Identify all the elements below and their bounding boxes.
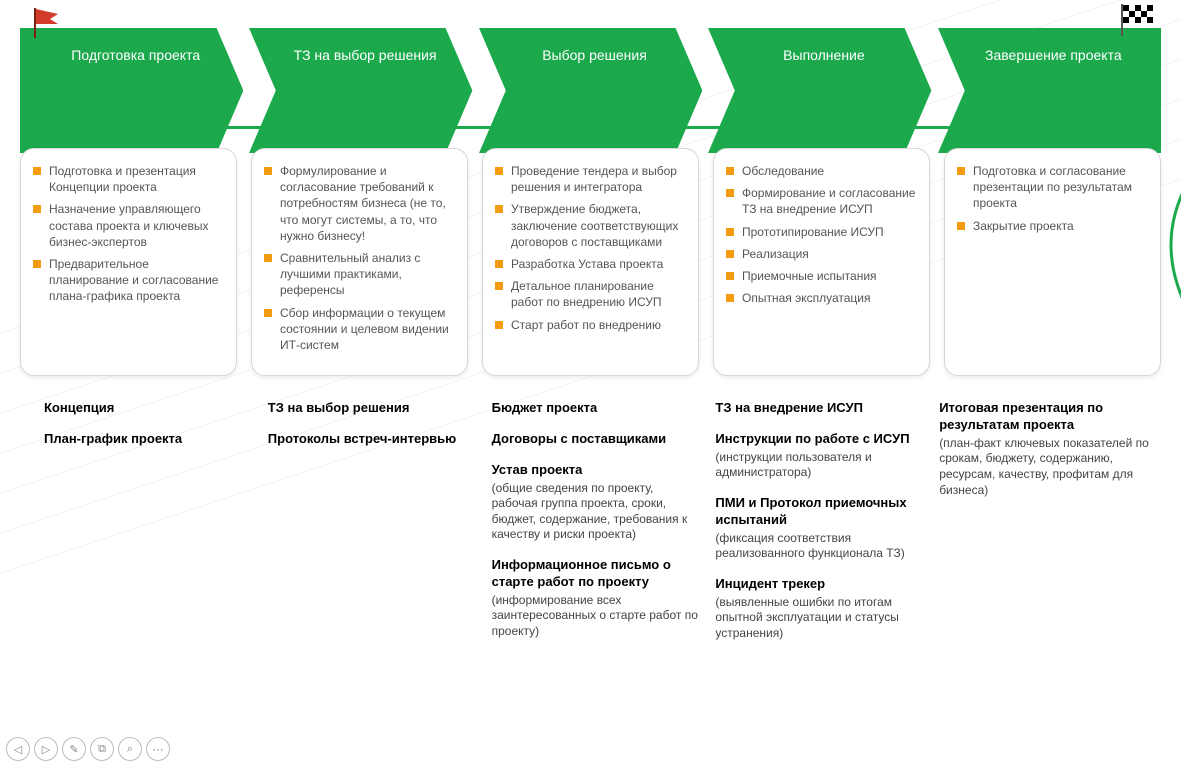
prev-button[interactable]: ◁ (6, 737, 30, 761)
deliverable-title: ПМИ и Протокол приемочных испытаний (715, 495, 925, 529)
card-bullet: Разработка Устава проекта (495, 256, 686, 272)
deliverable-item: ТЗ на внедрение ИСУП (715, 400, 925, 417)
card-bullet: Детальное планирование работ по внедрени… (495, 278, 686, 310)
card-2: Формулирование и согласование требований… (251, 148, 468, 376)
deliverable-note: (фиксация соответствия реализованного фу… (715, 531, 925, 562)
card-3: Проведение тендера и выбор решения и инт… (482, 148, 699, 376)
card-4: Обследование Формирование и согласование … (713, 148, 930, 376)
card-bullet: Обследование (726, 163, 917, 179)
deliverable-item: Инцидент трекер (выявленные ошибки по ито… (715, 576, 925, 642)
stage-label: ТЗ на выбор решения (294, 47, 437, 65)
deliverable-item: Концепция (44, 400, 254, 417)
stage-2: ТЗ на выбор решения (249, 28, 472, 84)
card-bullet: Утверждение бюджета, заключение соответс… (495, 201, 686, 250)
timeline (20, 112, 1161, 142)
deliverable-item: Устав проекта (общие сведения по проекту,… (492, 462, 702, 543)
deliverable-title: Итоговая презентация по результатам прое… (939, 400, 1149, 434)
toolbar: ◁▷✎⧉⌕⋯ (6, 737, 170, 761)
deliverable-item: План-график проекта (44, 431, 254, 448)
deliverables-col-3: Бюджет проекта Договоры с поставщиками Уст… (492, 400, 702, 656)
deliverable-note: (выявленные ошибки по итогам опытной экс… (715, 595, 925, 642)
deliverable-item: Бюджет проекта (492, 400, 702, 417)
deliverable-note: (общие сведения по проекту, рабочая груп… (492, 481, 702, 543)
deliverable-item: Инструкции по работе с ИСУП (инструкции п… (715, 431, 925, 481)
deliverable-title: Информационное письмо о старте работ по … (492, 557, 702, 591)
cards-row: Подготовка и презентация Концепции проек… (0, 148, 1181, 376)
card-bullet: Формирование и согласование ТЗ на внедре… (726, 185, 917, 217)
deliverable-title: Концепция (44, 400, 254, 417)
card-bullet: Приемочные испытания (726, 268, 917, 284)
copy-button[interactable]: ⧉ (90, 737, 114, 761)
timeline-diamond (805, 113, 833, 141)
card-bullet: Сравнительный анализ с лучшими практикам… (264, 250, 455, 299)
deliverable-note: (план-факт ключевых показателей по срока… (939, 436, 1149, 498)
card-bullet: Формулирование и согласование требований… (264, 163, 455, 244)
deliverable-note: (инструкции пользователя и администратор… (715, 450, 925, 481)
stage-4: Выполнение (708, 28, 931, 84)
deliverable-item: ПМИ и Протокол приемочных испытаний(фикс… (715, 495, 925, 562)
deliverable-item: ТЗ на выбор решения (268, 400, 478, 417)
deliverable-title: Устав проекта (492, 462, 702, 479)
deliverables-col-1: Концепция План-график проекта (44, 400, 254, 656)
card-bullet: Подготовка и презентация Концепции проек… (33, 163, 224, 195)
stage-label: Выполнение (783, 47, 864, 65)
deliverable-item: Протоколы встреч-интервью (268, 431, 478, 448)
start-flag-icon (28, 6, 62, 40)
deliverable-item: Итоговая презентация по результатам прое… (939, 400, 1149, 498)
card-bullet: Предварительное планирование и согласова… (33, 256, 224, 305)
timeline-diamond (120, 113, 148, 141)
deliverables-col-4: ТЗ на внедрение ИСУП Инструкции по работе… (715, 400, 925, 656)
deliverable-title: План-график проекта (44, 431, 254, 448)
deliverable-title: Договоры с поставщиками (492, 431, 702, 448)
finish-flag-icon (1117, 2, 1157, 38)
card-bullet: Закрытие проекта (957, 218, 1148, 234)
deliverables-col-5: Итоговая презентация по результатам прое… (939, 400, 1149, 656)
deliverable-item: Договоры с поставщиками (492, 431, 702, 448)
timeline-diamond (348, 113, 376, 141)
deliverable-title: Инцидент трекер (715, 576, 925, 593)
stage-row: Подготовка проекта ТЗ на выбор решения В… (0, 28, 1181, 84)
stage-label: Завершение проекта (985, 47, 1122, 65)
card-bullet: Реализация (726, 246, 917, 262)
deliverable-title: Инструкции по работе с ИСУП (715, 431, 925, 448)
deliverable-note: (информирование всех заинтересованных о … (492, 593, 702, 640)
card-5: Подготовка и согласование презентации по… (944, 148, 1161, 376)
deliverable-title: Протоколы встреч-интервью (268, 431, 478, 448)
zoom-button[interactable]: ⌕ (118, 737, 142, 761)
card-bullet: Проведение тендера и выбор решения и инт… (495, 163, 686, 195)
stage-3: Выбор решения (479, 28, 702, 84)
card-bullet: Сбор информации о текущем состоянии и це… (264, 305, 455, 354)
card-bullet: Подготовка и согласование презентации по… (957, 163, 1148, 212)
next-button[interactable]: ▷ (34, 737, 58, 761)
card-1: Подготовка и презентация Концепции проек… (20, 148, 237, 376)
stage-label: Выбор решения (542, 47, 647, 65)
card-bullet: Старт работ по внедрению (495, 317, 686, 333)
card-bullet: Назначение управляющего состава проекта … (33, 201, 224, 250)
timeline-diamond (576, 113, 604, 141)
deliverable-title: Бюджет проекта (492, 400, 702, 417)
deliverable-title: ТЗ на внедрение ИСУП (715, 400, 925, 417)
stage-label: Подготовка проекта (71, 47, 200, 65)
more-button[interactable]: ⋯ (146, 737, 170, 761)
card-bullet: Опытная эксплуатация (726, 290, 917, 306)
edit-button[interactable]: ✎ (62, 737, 86, 761)
card-bullet: Прототипирование ИСУП (726, 224, 917, 240)
deliverable-title: ТЗ на выбор решения (268, 400, 478, 417)
timeline-diamond (1033, 113, 1061, 141)
deliverables-row: Концепция План-график проекта ТЗ на выбор… (0, 376, 1181, 656)
deliverable-item: Информационное письмо о старте работ по … (492, 557, 702, 640)
deliverables-col-2: ТЗ на выбор решения Протоколы встреч-инте… (268, 400, 478, 656)
